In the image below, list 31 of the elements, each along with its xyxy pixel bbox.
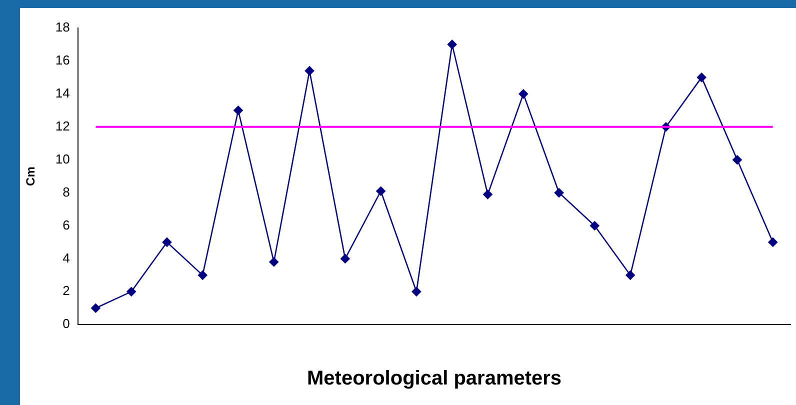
y-tick-label: 12 <box>55 118 70 134</box>
point <box>91 303 100 313</box>
point <box>376 186 386 196</box>
point <box>234 106 243 116</box>
point <box>126 286 136 296</box>
y-tick-label: 2 <box>62 283 70 298</box>
point <box>483 190 492 200</box>
point <box>162 238 172 247</box>
y-tick-label: 6 <box>62 217 70 232</box>
point <box>304 66 314 76</box>
point <box>340 254 350 264</box>
y-tick-label: 8 <box>62 184 70 200</box>
y-tick-label: 10 <box>55 151 70 166</box>
y-axis-title: Cm <box>24 166 38 186</box>
point <box>768 238 778 247</box>
y-tick-label: 14 <box>55 85 70 100</box>
point <box>198 270 208 280</box>
y-tick-label: 18 <box>55 20 70 35</box>
point <box>554 188 564 198</box>
point <box>412 286 422 296</box>
y-tick-label: 4 <box>62 250 70 266</box>
point <box>696 72 706 82</box>
point <box>732 155 742 164</box>
point <box>590 221 600 230</box>
point <box>447 40 457 50</box>
point <box>626 270 635 280</box>
y-tick-label: 16 <box>55 52 70 68</box>
x-axis-title: Meteorological parameters <box>307 368 562 390</box>
point <box>518 89 528 99</box>
y-tick-label: 0 <box>62 316 70 332</box>
point <box>269 257 279 267</box>
